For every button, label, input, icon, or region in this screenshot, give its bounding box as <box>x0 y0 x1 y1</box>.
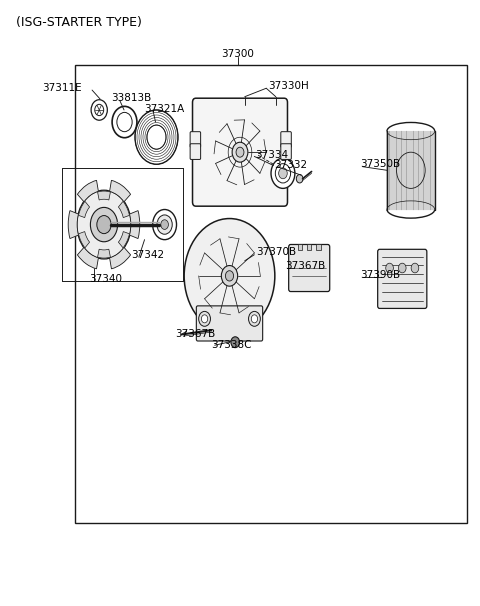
Circle shape <box>221 265 238 286</box>
Text: 37367B: 37367B <box>176 329 216 339</box>
Wedge shape <box>79 201 90 218</box>
Wedge shape <box>79 231 90 248</box>
Circle shape <box>398 263 406 273</box>
Circle shape <box>147 125 166 149</box>
Circle shape <box>199 311 210 326</box>
Circle shape <box>411 263 419 273</box>
Text: (ISG-STARTER TYPE): (ISG-STARTER TYPE) <box>16 16 142 30</box>
Circle shape <box>184 219 275 333</box>
FancyBboxPatch shape <box>281 144 291 159</box>
Wedge shape <box>109 181 131 202</box>
Circle shape <box>135 110 178 164</box>
Wedge shape <box>119 201 130 218</box>
Circle shape <box>91 100 108 120</box>
Circle shape <box>117 112 132 132</box>
Text: 37338C: 37338C <box>211 340 252 350</box>
Wedge shape <box>97 191 110 200</box>
Text: 37367B: 37367B <box>285 261 325 271</box>
Wedge shape <box>119 231 130 248</box>
Text: 37321A: 37321A <box>144 104 185 114</box>
Bar <box>316 244 321 250</box>
Bar <box>298 244 302 250</box>
Circle shape <box>97 216 111 234</box>
Text: 37340: 37340 <box>89 274 122 284</box>
Wedge shape <box>97 249 110 258</box>
Text: 37370B: 37370B <box>256 247 296 258</box>
FancyBboxPatch shape <box>190 132 201 147</box>
Circle shape <box>77 190 131 259</box>
Circle shape <box>231 337 240 348</box>
Circle shape <box>202 315 208 323</box>
Circle shape <box>232 142 248 162</box>
Circle shape <box>95 104 104 116</box>
Wedge shape <box>109 247 131 269</box>
Circle shape <box>271 158 295 188</box>
Text: 37334: 37334 <box>255 150 288 159</box>
FancyBboxPatch shape <box>192 98 288 206</box>
FancyBboxPatch shape <box>378 249 427 308</box>
FancyBboxPatch shape <box>281 132 291 147</box>
Circle shape <box>386 263 394 273</box>
Wedge shape <box>77 181 98 202</box>
Text: 37350B: 37350B <box>360 159 400 169</box>
Circle shape <box>236 147 244 157</box>
Wedge shape <box>77 247 98 269</box>
Text: 37311E: 37311E <box>42 83 82 93</box>
Text: 37330H: 37330H <box>268 81 309 91</box>
Circle shape <box>90 207 118 242</box>
Circle shape <box>279 168 287 179</box>
Bar <box>307 244 312 250</box>
Text: 37300: 37300 <box>221 50 254 59</box>
Circle shape <box>251 315 258 323</box>
Circle shape <box>153 210 177 239</box>
Text: 37342: 37342 <box>131 250 164 261</box>
Circle shape <box>296 175 303 183</box>
Text: 33813B: 33813B <box>112 93 152 103</box>
FancyBboxPatch shape <box>196 306 263 341</box>
Circle shape <box>226 271 234 281</box>
Circle shape <box>157 215 172 235</box>
FancyBboxPatch shape <box>288 244 330 291</box>
Text: 37332: 37332 <box>275 160 308 170</box>
Circle shape <box>276 164 290 183</box>
Circle shape <box>249 311 260 326</box>
Wedge shape <box>68 211 78 239</box>
Bar <box>75 65 467 523</box>
Wedge shape <box>130 211 140 239</box>
Circle shape <box>112 106 137 138</box>
Circle shape <box>161 220 168 230</box>
Text: 37390B: 37390B <box>360 270 400 279</box>
FancyBboxPatch shape <box>190 144 201 159</box>
